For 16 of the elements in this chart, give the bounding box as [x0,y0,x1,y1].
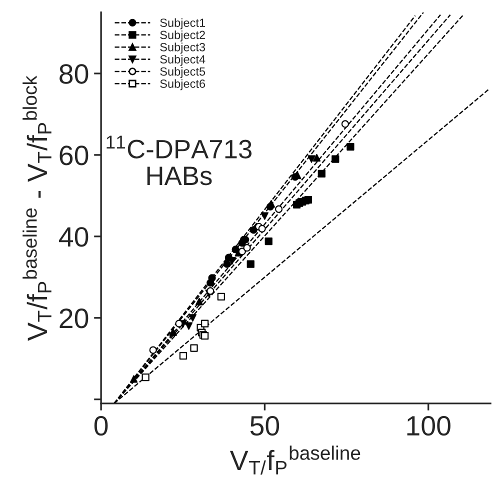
legend-label: Subject3 [160,42,206,54]
x-tick-label: 50 [250,416,280,436]
y-tick-label: 60 [60,146,88,166]
x-tick-label: 0 [94,416,108,436]
legend-label: Subject4 [160,54,206,66]
legend-label: Subject5 [160,67,206,78]
legend-label: Subject1 [160,18,205,30]
legend-label: Subject2 [160,30,205,42]
legend-label: Subject6 [160,79,206,90]
x-axis-title: V$_{T/}$f$_{P}$$^{baseline}$ [230,446,360,475]
x-tick-label: 100 [407,416,450,436]
text: V$_{T}$/f$_{P}$$^{baseline}$ - V$_{T}$/f$_{P}$$^{block}$ [22,76,52,341]
annotation: $^{11}$C-DPA713 HABs [106,136,252,186]
y-tick-label: 40 [59,227,88,247]
y-tick-label: 20 [60,308,88,328]
y-tick-label: 80 [60,64,88,84]
